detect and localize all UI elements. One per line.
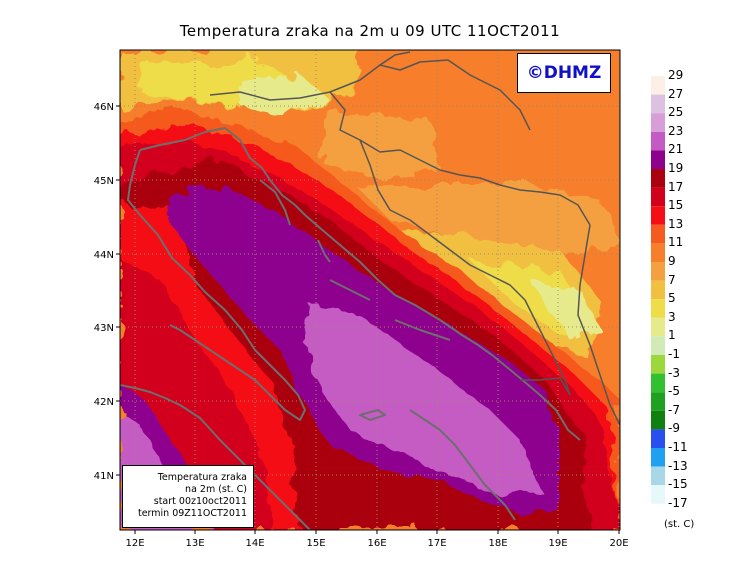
legend-swatch (651, 485, 665, 504)
legend-label: 1 (668, 328, 676, 343)
info-line-3: start 00z10oct2011 (153, 496, 247, 507)
legend-swatch (651, 169, 665, 188)
info-line-4: termin 09Z11OCT2011 (137, 508, 247, 519)
legend-label: -13 (668, 458, 688, 473)
legend-label: -11 (668, 440, 688, 454)
units-label: (st. C) (664, 519, 695, 530)
map-title: Temperatura zraka na 2m u 09 UTC 11OCT20… (179, 22, 561, 40)
color-legend (651, 76, 665, 504)
legend-label: 7 (668, 272, 676, 287)
legend-swatch (651, 466, 665, 486)
lon-label: 18E (488, 538, 507, 549)
lon-label: 12E (125, 538, 144, 549)
legend-label: -7 (668, 402, 680, 417)
lat-label: 44N (94, 250, 114, 261)
temperature-field (120, 50, 620, 530)
lon-label: 17E (427, 538, 446, 549)
legend-label: 3 (668, 309, 676, 324)
legend-label: 5 (668, 291, 676, 306)
legend-label: 11 (668, 235, 684, 250)
legend-swatch (651, 187, 665, 207)
legend-swatch (651, 299, 665, 318)
legend-label: 23 (668, 123, 684, 138)
country-borders (209, 51, 620, 426)
legend-swatch (651, 224, 665, 244)
legend-label: -3 (668, 365, 680, 380)
legend-label: 25 (668, 105, 684, 120)
lon-label: 16E (367, 538, 386, 549)
legend-swatch (651, 76, 665, 95)
legend-swatch (651, 243, 665, 262)
coastline (120, 127, 581, 530)
legend-swatch (651, 317, 665, 337)
legend-swatch (651, 410, 665, 430)
legend-swatch (651, 113, 665, 132)
lat-label: 43N (94, 323, 114, 334)
map-frame (119, 49, 621, 531)
legend-swatch (651, 206, 665, 225)
legend-swatch (651, 355, 665, 374)
lat-label: 45N (94, 176, 114, 187)
info-box: Temperatura zraka na 2m (st. C) start 00… (122, 465, 254, 528)
legend-swatch (651, 94, 665, 114)
lat-label: 46N (94, 102, 114, 113)
legend-label: 15 (668, 198, 684, 213)
legend-swatch (651, 280, 665, 300)
legend-swatch (651, 262, 665, 281)
legend-swatch (651, 373, 665, 393)
lat-label: 41N (94, 471, 114, 482)
legend-label: -15 (668, 477, 688, 492)
legend-label: -9 (668, 421, 680, 436)
legend-swatch (651, 448, 665, 467)
lat-label: 42N (94, 397, 114, 408)
lon-label: 14E (245, 538, 264, 549)
legend-swatch (651, 131, 665, 151)
legend-swatch (651, 336, 665, 355)
legend-label: -1 (668, 347, 680, 361)
lon-label: 13E (185, 538, 204, 549)
legend-label: 17 (668, 179, 684, 194)
longitude-axis: 12E 13E 14E 15E 16E 17E 18E 19E 20E (125, 530, 629, 549)
legend-swatch (651, 150, 665, 169)
legend-label: 21 (668, 142, 684, 157)
legend-label: 19 (668, 161, 684, 175)
legend-label: -17 (668, 495, 688, 510)
lon-label: 19E (548, 538, 567, 549)
lon-label: 15E (306, 538, 325, 549)
map-gridlines (120, 50, 620, 530)
legend-label: 27 (668, 86, 684, 101)
legend-label: 29 (668, 68, 684, 82)
legend-swatch (651, 392, 665, 411)
info-line-2: na 2m (st. C) (185, 484, 247, 495)
legend-label: 9 (668, 254, 676, 268)
lon-label: 20E (609, 538, 628, 549)
latitude-axis: 46N 45N 44N 43N 42N 41N (94, 102, 120, 482)
info-line-1: Temperatura zraka (157, 472, 247, 483)
legend-label: -5 (668, 384, 680, 399)
legend-swatch (651, 429, 665, 448)
legend-label: 13 (668, 216, 684, 231)
dhmz-logo: ©DHMZ (517, 53, 611, 93)
